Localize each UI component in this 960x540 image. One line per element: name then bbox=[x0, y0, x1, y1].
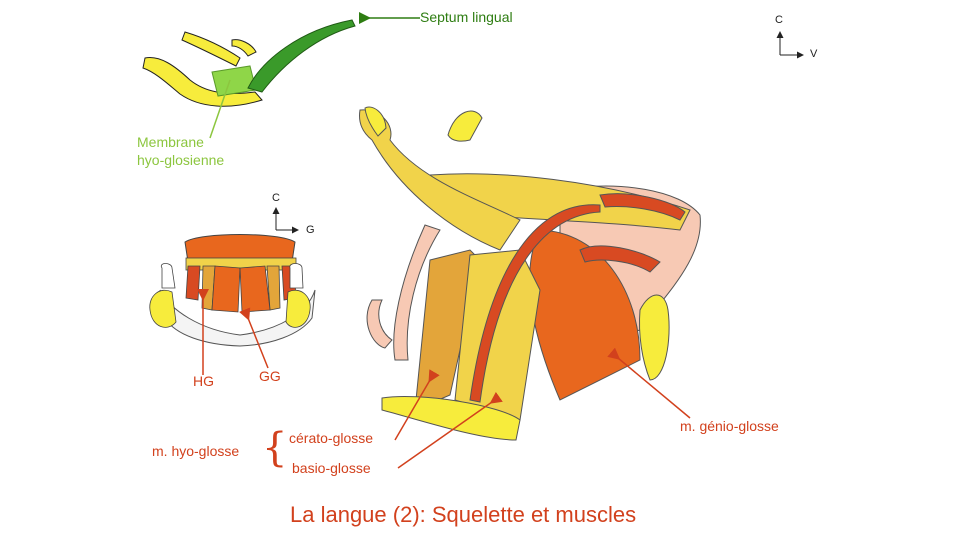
hyoid-skeleton-drawing bbox=[142, 19, 356, 107]
axis-label-v: V bbox=[810, 48, 818, 60]
label-m-hyo-glosse: m. hyo-glosse bbox=[152, 443, 240, 459]
label-gg: GG bbox=[259, 368, 281, 384]
label-septum-lingual: Septum lingual bbox=[420, 9, 513, 25]
label-membrane-line1: Membrane bbox=[137, 134, 204, 150]
label-membrane-line2: hyo-glosienne bbox=[137, 152, 225, 168]
label-m-genio-glosse: m. génio-glosse bbox=[680, 418, 779, 434]
label-hg: HG bbox=[193, 373, 214, 389]
septum-lingual-shape bbox=[247, 19, 356, 93]
basio-glosse-arrow bbox=[397, 391, 503, 469]
axis-label-c-top: C bbox=[775, 14, 783, 26]
axis-indicator-cg bbox=[272, 207, 299, 234]
slide-title: La langue (2): Squelette et muscles bbox=[290, 502, 637, 527]
genio-glosse-arrow bbox=[607, 347, 691, 419]
brace-symbol: { bbox=[262, 425, 288, 471]
label-basio-glosse: basio-glosse bbox=[292, 460, 371, 476]
membrane-leader-line bbox=[209, 79, 231, 139]
tongue-coronal-section bbox=[149, 234, 316, 347]
axis-label-c-left: C bbox=[272, 192, 280, 204]
tongue-lateral-view bbox=[359, 106, 701, 441]
cerato-glosse-arrow bbox=[394, 369, 440, 441]
axis-indicator-cv bbox=[776, 31, 804, 59]
axis-label-g: G bbox=[306, 224, 315, 236]
gg-arrow bbox=[239, 307, 269, 369]
label-cerato-glosse: cérato-glosse bbox=[289, 430, 374, 446]
membrane-hyo-glosienne-shape bbox=[211, 65, 257, 97]
